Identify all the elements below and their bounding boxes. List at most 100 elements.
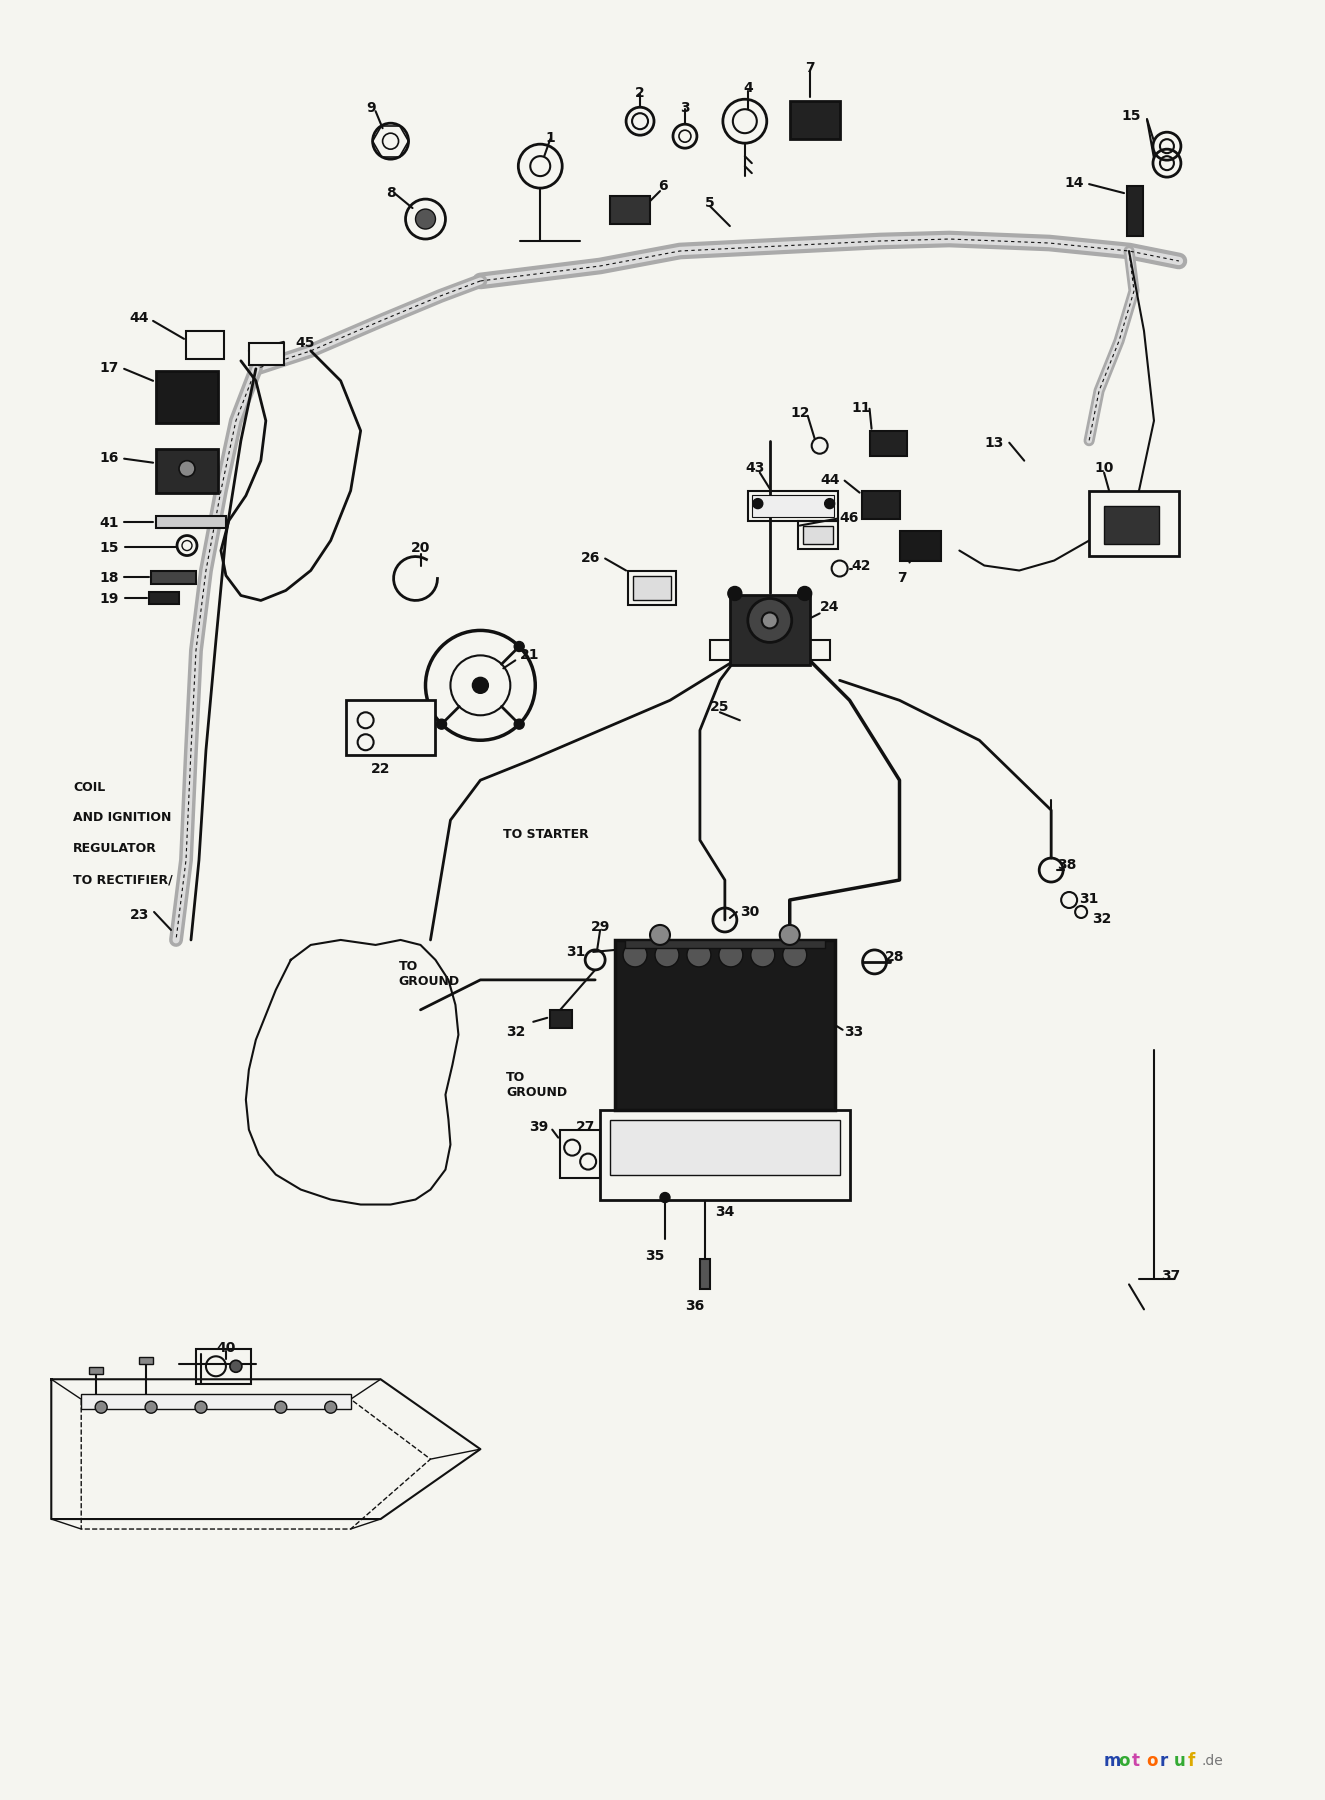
Text: 16: 16	[99, 450, 119, 464]
Bar	[600, 1109, 849, 1199]
Text: 12: 12	[790, 405, 810, 419]
Bar	[1089, 491, 1179, 556]
Circle shape	[651, 925, 670, 945]
Bar	[560, 1130, 600, 1177]
Bar	[790, 101, 840, 139]
Text: 21: 21	[521, 648, 539, 662]
Text: 13: 13	[984, 436, 1004, 450]
Text: TO: TO	[399, 959, 417, 974]
Circle shape	[727, 587, 742, 601]
Text: 7: 7	[897, 571, 906, 585]
Bar	[1128, 185, 1143, 236]
Text: 44: 44	[130, 311, 150, 326]
Bar	[186, 331, 224, 358]
Text: 7: 7	[804, 61, 815, 76]
Text: 1: 1	[546, 131, 555, 146]
Text: 37: 37	[1161, 1269, 1181, 1283]
Text: f: f	[1189, 1751, 1195, 1769]
Text: AND IGNITION: AND IGNITION	[73, 812, 172, 824]
Bar	[869, 430, 908, 455]
Bar	[633, 576, 670, 601]
Text: 36: 36	[685, 1300, 705, 1314]
Text: 14: 14	[1064, 176, 1084, 191]
Text: u: u	[1174, 1751, 1186, 1769]
Text: 29: 29	[591, 920, 610, 934]
Text: 32: 32	[1092, 913, 1112, 925]
Text: COIL: COIL	[73, 781, 106, 794]
Circle shape	[325, 1400, 337, 1413]
Bar	[89, 1368, 103, 1373]
Text: 42: 42	[852, 558, 871, 572]
Text: 24: 24	[820, 601, 839, 614]
Bar	[156, 515, 227, 527]
Text: 8: 8	[386, 185, 395, 200]
Bar	[81, 1395, 351, 1409]
Bar	[798, 520, 837, 549]
Text: 11: 11	[852, 401, 872, 414]
Text: 23: 23	[130, 907, 150, 922]
Bar	[625, 940, 824, 949]
Bar	[156, 371, 217, 423]
Circle shape	[655, 943, 678, 967]
Text: 31: 31	[566, 945, 586, 959]
Bar	[615, 940, 835, 1109]
Bar	[803, 526, 832, 544]
Circle shape	[747, 598, 792, 643]
Circle shape	[660, 1193, 670, 1202]
Text: r: r	[1159, 1751, 1169, 1769]
Text: 34: 34	[716, 1204, 734, 1219]
Text: o: o	[1118, 1751, 1129, 1769]
Circle shape	[416, 209, 436, 229]
Bar	[1104, 506, 1159, 544]
Text: TO STARTER: TO STARTER	[504, 828, 590, 841]
Bar	[151, 571, 196, 585]
Circle shape	[195, 1400, 207, 1413]
Text: 10: 10	[1094, 461, 1113, 475]
Text: 26: 26	[580, 551, 600, 565]
Text: 22: 22	[371, 761, 391, 776]
Text: 43: 43	[745, 461, 765, 475]
Bar	[196, 1350, 250, 1384]
Text: 30: 30	[739, 905, 759, 920]
Circle shape	[436, 720, 447, 729]
Bar	[628, 571, 676, 605]
Circle shape	[514, 720, 525, 729]
Text: 31: 31	[1079, 893, 1098, 905]
Text: m: m	[1104, 1751, 1121, 1769]
Text: 17: 17	[99, 360, 119, 374]
Text: 4: 4	[743, 81, 753, 95]
Bar	[550, 1010, 572, 1028]
Circle shape	[95, 1400, 107, 1413]
Text: 35: 35	[645, 1249, 665, 1264]
Text: TO RECTIFIER/: TO RECTIFIER/	[73, 873, 174, 886]
Text: 2: 2	[635, 86, 645, 101]
Text: REGULATOR: REGULATOR	[73, 842, 158, 855]
Circle shape	[686, 943, 712, 967]
Text: 3: 3	[680, 101, 690, 115]
Bar	[610, 1120, 840, 1175]
Text: 19: 19	[99, 592, 119, 607]
Text: t: t	[1132, 1751, 1140, 1769]
Bar	[156, 448, 217, 493]
Circle shape	[753, 499, 763, 509]
Bar	[249, 342, 284, 365]
Circle shape	[144, 1400, 158, 1413]
Text: GROUND: GROUND	[399, 976, 460, 988]
Text: 46: 46	[840, 511, 859, 524]
Circle shape	[824, 499, 835, 509]
Text: 38: 38	[1057, 859, 1076, 871]
Text: 6: 6	[659, 180, 668, 193]
Circle shape	[274, 1400, 286, 1413]
Bar	[700, 1260, 710, 1289]
Text: 15: 15	[1121, 110, 1141, 122]
Text: 44: 44	[820, 473, 840, 486]
Bar	[346, 700, 436, 756]
Text: 27: 27	[576, 1120, 595, 1134]
Text: 20: 20	[411, 540, 431, 554]
Text: 32: 32	[506, 1024, 525, 1039]
Text: 15: 15	[99, 540, 119, 554]
Text: 28: 28	[885, 950, 904, 965]
Circle shape	[179, 461, 195, 477]
Circle shape	[798, 587, 812, 601]
Text: 45: 45	[295, 337, 315, 349]
